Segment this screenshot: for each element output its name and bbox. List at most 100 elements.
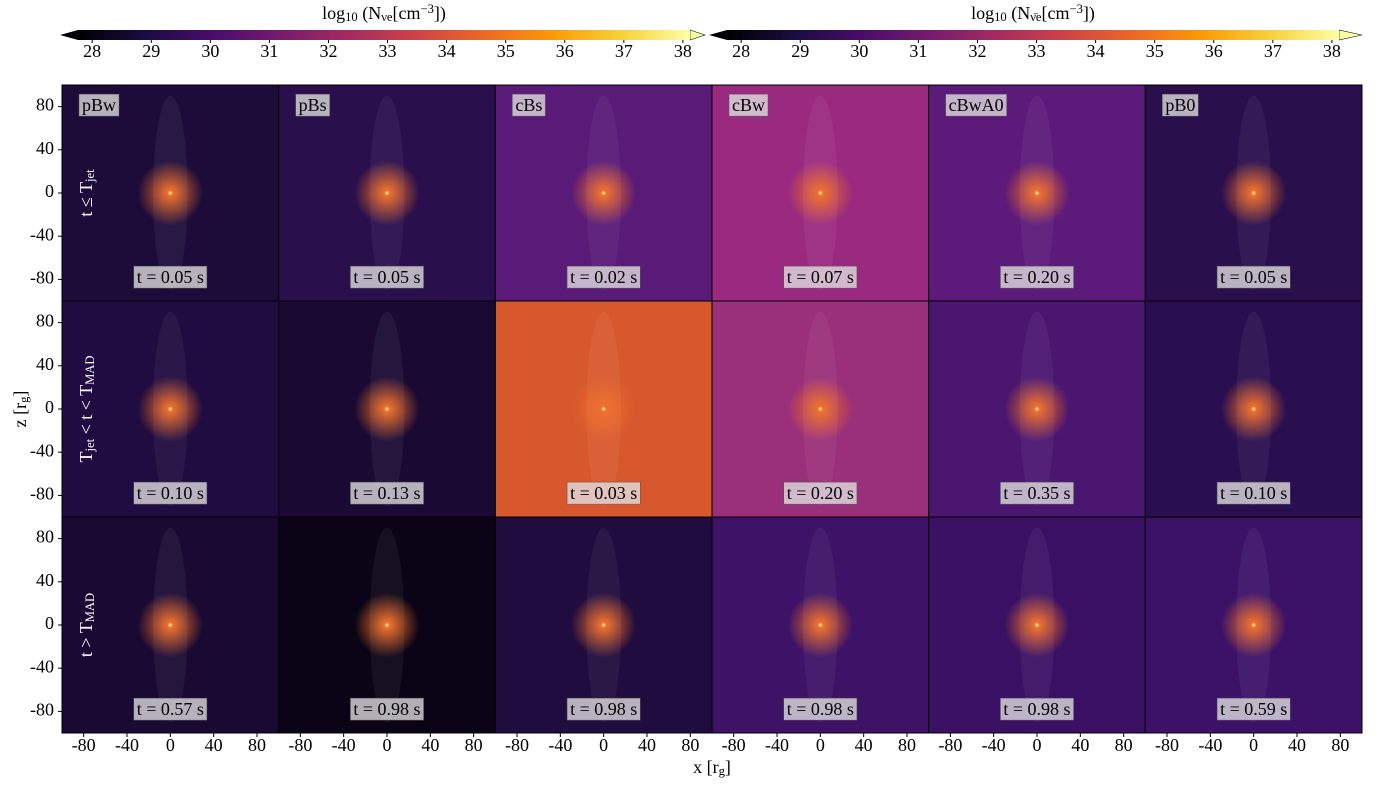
x-tick-label: 80 xyxy=(1115,735,1133,755)
density-cone xyxy=(586,311,622,507)
label-part: g xyxy=(719,764,726,778)
y-tick-label: 80 xyxy=(36,95,54,115)
colorbar-tick-label: 30 xyxy=(850,41,868,61)
x-tick-label: -40 xyxy=(115,735,139,755)
label-part: ] xyxy=(10,391,30,397)
colorbar-label: log10 (Nνe[cm−3]) xyxy=(322,2,446,24)
x-tick-label: 40 xyxy=(1288,735,1306,755)
label-part: x [r xyxy=(693,757,719,777)
model-name-box xyxy=(728,93,769,117)
time-label: t = 0.20 s xyxy=(787,483,854,503)
model-name-box xyxy=(512,93,546,117)
colorbar-tick-label: 35 xyxy=(1146,41,1164,61)
density-cone xyxy=(1019,311,1055,507)
time-label-box xyxy=(1000,265,1074,289)
x-tick-label: -80 xyxy=(1155,735,1179,755)
time-label: t = 0.05 s xyxy=(1220,267,1287,287)
time-label-box xyxy=(133,265,208,289)
y-tick-label: -40 xyxy=(30,656,54,676)
y-axis-label: z [rg] xyxy=(10,391,31,428)
x-tick-label: -40 xyxy=(982,735,1006,755)
colorbar-tick-label: 29 xyxy=(791,41,809,61)
density-map xyxy=(928,300,1146,518)
x-tick-label: 40 xyxy=(205,735,223,755)
row-label: t ≤ Tjet xyxy=(76,169,97,217)
x-tick-label: 40 xyxy=(855,735,873,755)
colorbar-extend xyxy=(689,29,706,41)
label-part: log xyxy=(322,3,345,23)
x-tick-label: -40 xyxy=(765,735,789,755)
label-part: ν̄e xyxy=(1030,10,1042,24)
x-tick-label: 80 xyxy=(465,735,483,755)
label-part: jet xyxy=(83,169,97,183)
model-name: cBwA0 xyxy=(949,95,1004,115)
density-cone xyxy=(803,311,838,507)
x-tick-label: 0 xyxy=(1249,735,1258,755)
model-name-box xyxy=(295,93,330,117)
label-part: ]) xyxy=(434,3,446,24)
time-label-box xyxy=(350,697,424,721)
colorbar-tick-label: 28 xyxy=(732,41,750,61)
label-part: −3 xyxy=(420,2,433,16)
density-cone xyxy=(369,311,405,507)
row-label: Tjet < t < TMAD xyxy=(76,356,97,463)
density-map xyxy=(711,516,930,734)
time-label-box xyxy=(566,697,641,721)
label-part: z [r xyxy=(10,403,30,427)
density-cone xyxy=(803,527,838,723)
x-tick-label: -40 xyxy=(548,735,572,755)
density-cone xyxy=(1019,95,1055,291)
time-label: t = 0.05 s xyxy=(353,267,420,287)
colorbar-tick-label: 36 xyxy=(1205,41,1223,61)
colorbar-extend xyxy=(60,30,78,40)
colorbar-tick-label: 35 xyxy=(497,41,515,61)
model-name: pBs xyxy=(299,95,327,115)
time-label-box xyxy=(566,265,641,289)
density-map xyxy=(928,84,1146,302)
label-part: 10 xyxy=(345,10,358,24)
label-part: νe xyxy=(381,10,393,24)
y-tick-label: 0 xyxy=(45,397,54,417)
time-label-box xyxy=(1216,697,1291,721)
colorbar-tick-label: 34 xyxy=(1087,41,1105,61)
colorbar-tick-label: 38 xyxy=(1323,41,1341,61)
row-label: t > TMAD xyxy=(76,593,97,657)
time-label-box xyxy=(133,697,208,721)
time-label-box xyxy=(350,481,424,505)
label-part: log xyxy=(971,3,994,23)
label-part: T xyxy=(76,451,96,462)
density-cone xyxy=(153,527,188,723)
x-tick-label: -40 xyxy=(332,735,356,755)
model-name-box xyxy=(1162,93,1199,117)
colorbar-tick-label: 30 xyxy=(201,41,219,61)
time-label: t = 0.98 s xyxy=(353,699,420,719)
density-map xyxy=(61,84,280,302)
density-map xyxy=(928,516,1146,734)
label-part: < t < T xyxy=(76,385,96,439)
colorbar-tick-label: 31 xyxy=(909,41,927,61)
x-tick-label: 0 xyxy=(816,735,825,755)
density-map xyxy=(494,516,713,734)
time-label: t = 0.05 s xyxy=(137,267,204,287)
x-tick-label: 40 xyxy=(1071,735,1089,755)
y-tick-label: -80 xyxy=(30,700,54,720)
time-label: t = 0.13 s xyxy=(353,483,420,503)
label-part: [cm xyxy=(393,3,421,23)
density-map xyxy=(1144,300,1363,518)
label-part: 10 xyxy=(994,10,1007,24)
density-map xyxy=(278,84,496,302)
density-cone xyxy=(586,95,622,291)
time-label: t = 0.98 s xyxy=(570,699,637,719)
time-label-box xyxy=(783,265,858,289)
colorbar-tick-label: 38 xyxy=(674,41,692,61)
y-tick-label: 40 xyxy=(36,138,54,158)
x-tick-label: 80 xyxy=(1331,735,1349,755)
colorbar-tick-label: 37 xyxy=(1264,41,1282,61)
label-part: ] xyxy=(725,757,731,777)
x-axis-label: x [rg] xyxy=(693,757,731,778)
label-part: (N xyxy=(1007,3,1031,24)
y-tick-label: -40 xyxy=(30,440,54,460)
colorbar-label: log10 (Nν̄e[cm−3]) xyxy=(971,2,1095,24)
x-tick-label: 0 xyxy=(599,735,608,755)
x-tick-label: 0 xyxy=(166,735,175,755)
